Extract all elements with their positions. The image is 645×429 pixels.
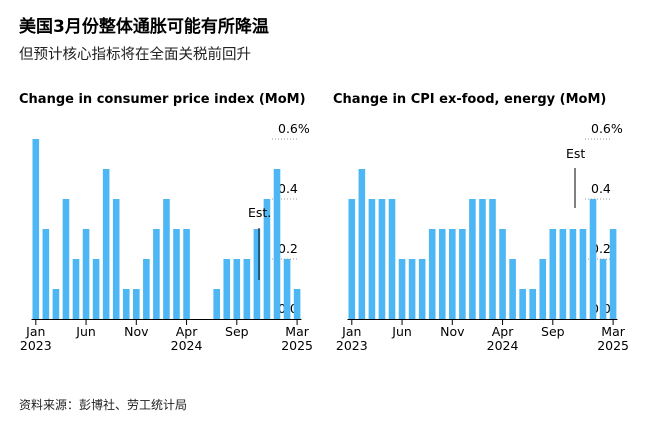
bar bbox=[253, 229, 261, 319]
x-year-label: 2024 bbox=[487, 338, 519, 353]
bar bbox=[348, 199, 356, 319]
x-year-label: 2023 bbox=[336, 338, 368, 353]
bar bbox=[112, 199, 120, 319]
bar bbox=[519, 289, 526, 319]
x-tick-label: Sep bbox=[541, 324, 565, 339]
bar bbox=[263, 199, 271, 319]
x-tick-label: Apr bbox=[492, 324, 514, 339]
bar bbox=[609, 229, 617, 319]
bar bbox=[559, 229, 567, 319]
bar bbox=[428, 229, 436, 319]
bar bbox=[223, 259, 231, 319]
x-year-label: 2025 bbox=[597, 338, 629, 353]
x-tick-label: Sep bbox=[225, 324, 249, 339]
right-chart-title: Change in CPI ex-food, energy (MoM) bbox=[333, 92, 607, 107]
bar bbox=[438, 229, 446, 319]
bar bbox=[549, 229, 557, 319]
left-chart-title: Change in consumer price index (MoM) bbox=[19, 92, 306, 107]
bar bbox=[358, 169, 366, 319]
bar bbox=[92, 259, 100, 319]
bar bbox=[133, 289, 140, 319]
bar bbox=[143, 259, 150, 319]
bar bbox=[72, 259, 80, 319]
bar bbox=[398, 259, 406, 319]
y-tick-label: 0.4 bbox=[278, 181, 298, 196]
x-tick-label: Jun bbox=[391, 324, 412, 339]
page-subtitle: 但预计核心指标将在全面关税前回升 bbox=[19, 47, 251, 63]
page-title: 美国3月份整体通胀可能有所降温 bbox=[19, 17, 269, 37]
bar bbox=[408, 259, 416, 319]
bar bbox=[243, 259, 251, 319]
bar bbox=[82, 229, 90, 319]
x-tick-label: Apr bbox=[176, 324, 198, 339]
x-tick-label: Jun bbox=[75, 324, 96, 339]
bar bbox=[579, 229, 587, 319]
y-tick-label: 0.2 bbox=[278, 241, 298, 256]
bar bbox=[569, 229, 577, 319]
bar bbox=[418, 259, 426, 319]
x-year-label: 2025 bbox=[281, 338, 313, 353]
bar bbox=[102, 169, 110, 319]
bar bbox=[122, 289, 130, 319]
y-tick-label: 0.6% bbox=[591, 121, 623, 136]
bar bbox=[378, 199, 386, 319]
bar bbox=[283, 259, 291, 319]
x-tick-label: Nov bbox=[440, 324, 465, 339]
x-year-label: 2023 bbox=[20, 338, 52, 353]
bar bbox=[489, 199, 496, 319]
bar bbox=[589, 199, 597, 319]
x-year-label: 2024 bbox=[171, 338, 203, 353]
bar bbox=[449, 229, 456, 319]
bar bbox=[213, 289, 220, 319]
x-tick-label: Mar bbox=[285, 324, 309, 339]
bar bbox=[273, 169, 281, 319]
x-tick-label: Mar bbox=[601, 324, 625, 339]
bar bbox=[32, 139, 40, 319]
bar bbox=[499, 229, 506, 319]
bar bbox=[52, 289, 60, 319]
bar bbox=[183, 229, 190, 319]
bar bbox=[163, 199, 170, 319]
bar bbox=[368, 199, 376, 319]
bar bbox=[459, 229, 466, 319]
bar bbox=[62, 199, 70, 319]
bar bbox=[599, 259, 607, 319]
bar bbox=[529, 289, 536, 319]
x-tick-label: Jan bbox=[25, 324, 45, 339]
bar bbox=[509, 259, 516, 319]
bar bbox=[388, 199, 396, 319]
bar bbox=[539, 259, 547, 319]
bar bbox=[469, 199, 476, 319]
y-tick-label: 0.6% bbox=[278, 121, 310, 136]
bar bbox=[293, 289, 301, 319]
bar bbox=[479, 199, 486, 319]
x-tick-label: Jan bbox=[341, 324, 361, 339]
bar bbox=[173, 229, 180, 319]
bar bbox=[42, 229, 50, 319]
estimate-annotation: Est. bbox=[248, 205, 271, 220]
bar bbox=[233, 259, 241, 319]
y-tick-label: 0.4 bbox=[591, 181, 611, 196]
source-note: 资料来源：彭博社、劳工统计局 bbox=[19, 398, 188, 412]
estimate-annotation: Est bbox=[566, 146, 585, 161]
bar bbox=[153, 229, 160, 319]
x-tick-label: Nov bbox=[124, 324, 149, 339]
